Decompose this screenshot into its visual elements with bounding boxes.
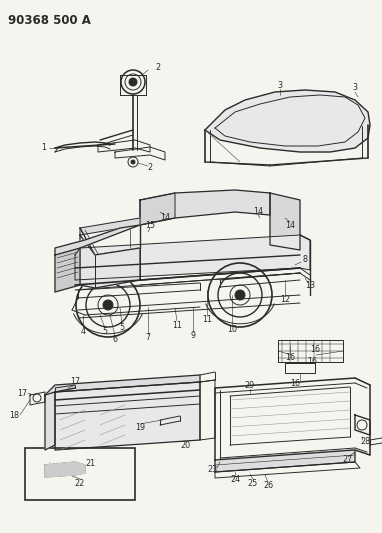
Text: 18: 18: [9, 410, 19, 419]
Text: 8: 8: [303, 255, 308, 264]
Text: 14: 14: [160, 214, 170, 222]
Text: 16: 16: [310, 345, 320, 354]
Bar: [285, 363, 315, 373]
Polygon shape: [45, 375, 200, 402]
Circle shape: [235, 290, 245, 300]
Polygon shape: [80, 235, 140, 288]
Text: 11: 11: [202, 316, 212, 325]
Text: 21: 21: [85, 459, 95, 469]
Circle shape: [103, 300, 113, 310]
Text: 2: 2: [155, 63, 160, 72]
Polygon shape: [45, 462, 85, 477]
Bar: [278, 340, 343, 362]
Text: 3: 3: [277, 80, 283, 90]
Text: 16: 16: [285, 353, 295, 362]
Circle shape: [129, 78, 137, 86]
Polygon shape: [80, 218, 140, 235]
Text: 5: 5: [120, 324, 125, 333]
Text: 24: 24: [230, 475, 240, 484]
Text: 26: 26: [263, 481, 273, 490]
Text: 10: 10: [227, 326, 237, 335]
Polygon shape: [45, 392, 55, 450]
Text: 20: 20: [180, 440, 190, 449]
Text: 25: 25: [248, 479, 258, 488]
Polygon shape: [55, 248, 80, 292]
Text: 7: 7: [146, 334, 151, 343]
Polygon shape: [270, 193, 300, 250]
Text: 14: 14: [285, 221, 295, 230]
Text: 16: 16: [290, 378, 300, 387]
Text: 14: 14: [253, 207, 263, 216]
Text: 17: 17: [17, 389, 27, 398]
Text: 22: 22: [75, 479, 85, 488]
Text: 28: 28: [360, 438, 370, 447]
Text: 13: 13: [305, 280, 315, 289]
Polygon shape: [215, 450, 355, 472]
Text: 90368 500 A: 90368 500 A: [8, 14, 91, 27]
Polygon shape: [140, 193, 175, 225]
Text: 29: 29: [245, 381, 255, 390]
Polygon shape: [55, 382, 200, 450]
Text: 16: 16: [307, 358, 317, 367]
Text: 1: 1: [42, 143, 47, 152]
Bar: [25, 448, 135, 500]
Text: 11: 11: [172, 320, 182, 329]
Polygon shape: [140, 190, 270, 225]
Circle shape: [131, 160, 135, 164]
Text: 4: 4: [81, 327, 86, 336]
Text: 9: 9: [191, 332, 196, 341]
Text: 5: 5: [102, 327, 108, 336]
Text: 15: 15: [145, 221, 155, 230]
Polygon shape: [75, 235, 310, 280]
Text: 12: 12: [280, 295, 290, 304]
Text: 2: 2: [147, 164, 152, 173]
Text: 6: 6: [113, 335, 118, 344]
Text: 19: 19: [135, 424, 145, 432]
Polygon shape: [55, 225, 140, 255]
Text: 23: 23: [207, 465, 217, 474]
Text: 17: 17: [70, 377, 80, 386]
Text: 3: 3: [353, 84, 358, 93]
Polygon shape: [205, 90, 370, 152]
Text: 27: 27: [343, 456, 353, 464]
